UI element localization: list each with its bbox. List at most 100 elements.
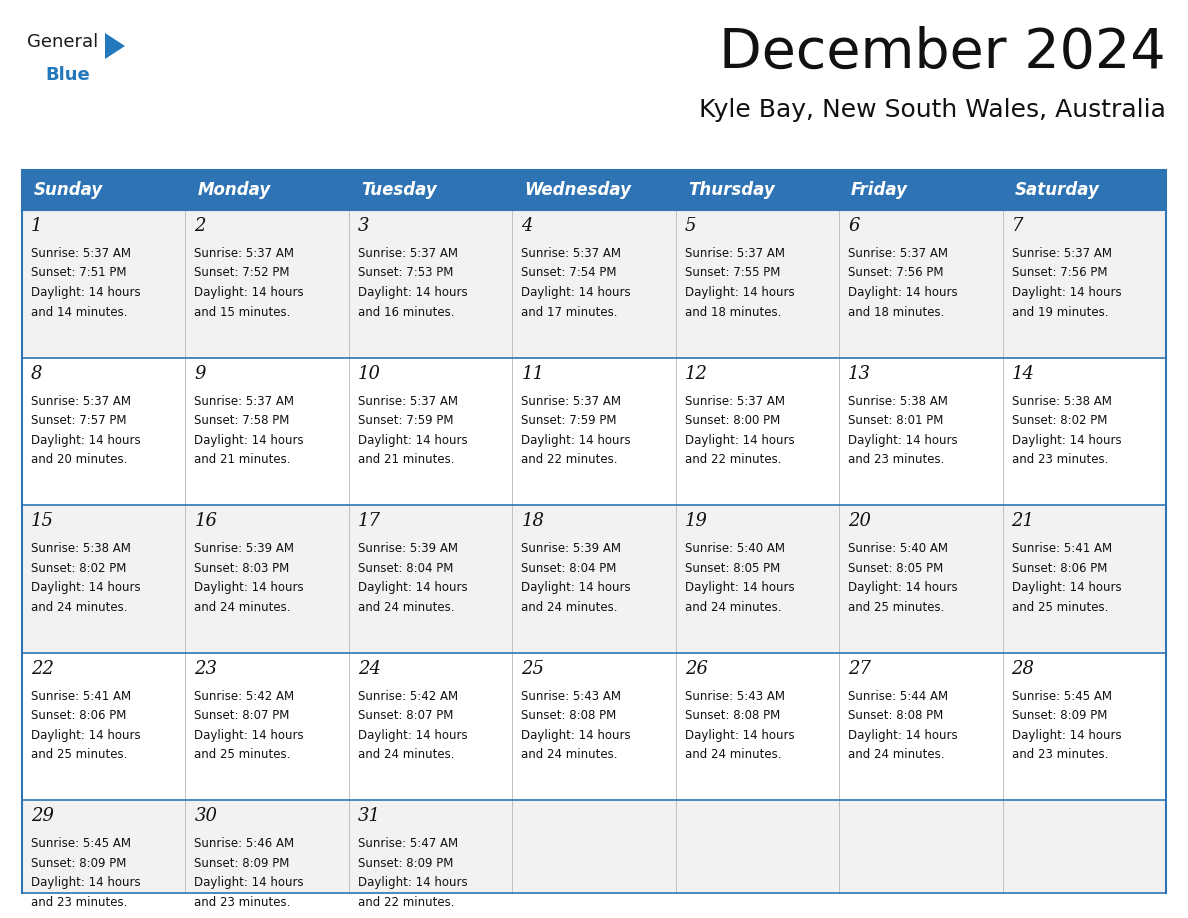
- Text: Sunset: 7:58 PM: Sunset: 7:58 PM: [195, 414, 290, 427]
- Text: and 24 minutes.: and 24 minutes.: [684, 600, 782, 613]
- Text: Sunrise: 5:40 AM: Sunrise: 5:40 AM: [684, 542, 785, 555]
- Text: Sunset: 8:02 PM: Sunset: 8:02 PM: [31, 562, 126, 575]
- Text: Kyle Bay, New South Wales, Australia: Kyle Bay, New South Wales, Australia: [699, 98, 1165, 122]
- Text: and 15 minutes.: and 15 minutes.: [195, 306, 291, 319]
- Text: Sunset: 8:05 PM: Sunset: 8:05 PM: [848, 562, 943, 575]
- Text: Daylight: 14 hours: Daylight: 14 hours: [848, 433, 958, 446]
- Text: Daylight: 14 hours: Daylight: 14 hours: [684, 433, 795, 446]
- Text: and 22 minutes.: and 22 minutes.: [684, 453, 782, 466]
- Text: Sunset: 7:59 PM: Sunset: 7:59 PM: [358, 414, 454, 427]
- Bar: [1003, 170, 1165, 210]
- Text: Sunset: 8:08 PM: Sunset: 8:08 PM: [684, 709, 781, 722]
- Text: 15: 15: [31, 512, 53, 530]
- Text: 11: 11: [522, 364, 544, 383]
- Text: Daylight: 14 hours: Daylight: 14 hours: [31, 433, 140, 446]
- Text: 13: 13: [848, 364, 871, 383]
- Text: Daylight: 14 hours: Daylight: 14 hours: [522, 286, 631, 299]
- Text: Daylight: 14 hours: Daylight: 14 hours: [358, 729, 468, 742]
- Text: 14: 14: [1011, 364, 1035, 383]
- Text: and 24 minutes.: and 24 minutes.: [522, 748, 618, 761]
- Text: 6: 6: [848, 217, 860, 235]
- Bar: [349, 170, 512, 210]
- Text: Sunrise: 5:42 AM: Sunrise: 5:42 AM: [195, 689, 295, 702]
- Text: Daylight: 14 hours: Daylight: 14 hours: [195, 581, 304, 594]
- Text: 18: 18: [522, 512, 544, 530]
- Text: 10: 10: [358, 364, 381, 383]
- Text: and 18 minutes.: and 18 minutes.: [848, 306, 944, 319]
- Text: Monday: Monday: [197, 181, 271, 199]
- Text: Sunday: Sunday: [34, 181, 103, 199]
- Text: Sunrise: 5:37 AM: Sunrise: 5:37 AM: [1011, 247, 1112, 260]
- Text: Saturday: Saturday: [1015, 181, 1099, 199]
- Text: Sunrise: 5:37 AM: Sunrise: 5:37 AM: [31, 395, 131, 408]
- Text: Daylight: 14 hours: Daylight: 14 hours: [684, 581, 795, 594]
- Text: 3: 3: [358, 217, 369, 235]
- Text: Daylight: 14 hours: Daylight: 14 hours: [1011, 581, 1121, 594]
- Text: 7: 7: [1011, 217, 1023, 235]
- Text: Sunrise: 5:38 AM: Sunrise: 5:38 AM: [31, 542, 131, 555]
- Bar: [185, 170, 349, 210]
- Text: Sunset: 8:00 PM: Sunset: 8:00 PM: [684, 414, 781, 427]
- Text: Sunrise: 5:45 AM: Sunrise: 5:45 AM: [31, 837, 131, 850]
- Text: Sunset: 7:55 PM: Sunset: 7:55 PM: [684, 266, 781, 279]
- Text: Sunset: 7:57 PM: Sunset: 7:57 PM: [31, 414, 126, 427]
- Text: Sunrise: 5:43 AM: Sunrise: 5:43 AM: [684, 689, 785, 702]
- Text: Sunset: 7:59 PM: Sunset: 7:59 PM: [522, 414, 617, 427]
- Text: and 24 minutes.: and 24 minutes.: [358, 748, 454, 761]
- Text: Sunrise: 5:37 AM: Sunrise: 5:37 AM: [522, 247, 621, 260]
- Text: and 23 minutes.: and 23 minutes.: [848, 453, 944, 466]
- Text: Sunrise: 5:47 AM: Sunrise: 5:47 AM: [358, 837, 459, 850]
- Polygon shape: [105, 33, 125, 59]
- Text: and 24 minutes.: and 24 minutes.: [522, 600, 618, 613]
- Text: 9: 9: [195, 364, 206, 383]
- Text: Sunrise: 5:39 AM: Sunrise: 5:39 AM: [522, 542, 621, 555]
- Text: and 14 minutes.: and 14 minutes.: [31, 306, 127, 319]
- Text: Daylight: 14 hours: Daylight: 14 hours: [358, 433, 468, 446]
- Text: Sunrise: 5:45 AM: Sunrise: 5:45 AM: [1011, 689, 1112, 702]
- Text: Sunrise: 5:44 AM: Sunrise: 5:44 AM: [848, 689, 948, 702]
- Text: 19: 19: [684, 512, 708, 530]
- Text: and 16 minutes.: and 16 minutes.: [358, 306, 454, 319]
- Text: Sunset: 8:07 PM: Sunset: 8:07 PM: [195, 709, 290, 722]
- Bar: [23, 653, 1165, 800]
- Text: and 23 minutes.: and 23 minutes.: [1011, 453, 1108, 466]
- Text: 4: 4: [522, 217, 532, 235]
- Text: 20: 20: [848, 512, 871, 530]
- Text: 21: 21: [1011, 512, 1035, 530]
- Text: and 25 minutes.: and 25 minutes.: [848, 600, 944, 613]
- Text: Sunrise: 5:40 AM: Sunrise: 5:40 AM: [848, 542, 948, 555]
- Text: 29: 29: [31, 807, 53, 825]
- Text: Daylight: 14 hours: Daylight: 14 hours: [1011, 286, 1121, 299]
- Text: Sunset: 8:09 PM: Sunset: 8:09 PM: [195, 856, 290, 869]
- Text: and 24 minutes.: and 24 minutes.: [848, 748, 944, 761]
- Text: Daylight: 14 hours: Daylight: 14 hours: [195, 286, 304, 299]
- Text: 12: 12: [684, 364, 708, 383]
- Text: Daylight: 14 hours: Daylight: 14 hours: [1011, 433, 1121, 446]
- Text: and 23 minutes.: and 23 minutes.: [195, 896, 291, 909]
- Text: Sunrise: 5:38 AM: Sunrise: 5:38 AM: [1011, 395, 1112, 408]
- Bar: [23, 170, 185, 210]
- Text: and 23 minutes.: and 23 minutes.: [1011, 748, 1108, 761]
- Text: 2: 2: [195, 217, 206, 235]
- Text: and 22 minutes.: and 22 minutes.: [358, 896, 454, 909]
- Text: Sunset: 7:51 PM: Sunset: 7:51 PM: [31, 266, 126, 279]
- Text: and 25 minutes.: and 25 minutes.: [31, 748, 127, 761]
- Text: Tuesday: Tuesday: [361, 181, 437, 199]
- Text: Sunrise: 5:37 AM: Sunrise: 5:37 AM: [522, 395, 621, 408]
- Text: 30: 30: [195, 807, 217, 825]
- Text: Friday: Friday: [851, 181, 908, 199]
- Text: Sunset: 8:04 PM: Sunset: 8:04 PM: [358, 562, 454, 575]
- Text: Daylight: 14 hours: Daylight: 14 hours: [684, 729, 795, 742]
- Bar: [23, 210, 1165, 357]
- Text: Sunset: 8:02 PM: Sunset: 8:02 PM: [1011, 414, 1107, 427]
- Text: 22: 22: [31, 660, 53, 677]
- Text: Daylight: 14 hours: Daylight: 14 hours: [684, 286, 795, 299]
- Text: and 19 minutes.: and 19 minutes.: [1011, 306, 1108, 319]
- Text: Sunrise: 5:37 AM: Sunrise: 5:37 AM: [358, 247, 457, 260]
- Text: and 22 minutes.: and 22 minutes.: [522, 453, 618, 466]
- Text: Sunset: 7:52 PM: Sunset: 7:52 PM: [195, 266, 290, 279]
- Text: Daylight: 14 hours: Daylight: 14 hours: [848, 729, 958, 742]
- Text: Sunrise: 5:37 AM: Sunrise: 5:37 AM: [31, 247, 131, 260]
- Text: Sunset: 8:05 PM: Sunset: 8:05 PM: [684, 562, 781, 575]
- Bar: [512, 170, 676, 210]
